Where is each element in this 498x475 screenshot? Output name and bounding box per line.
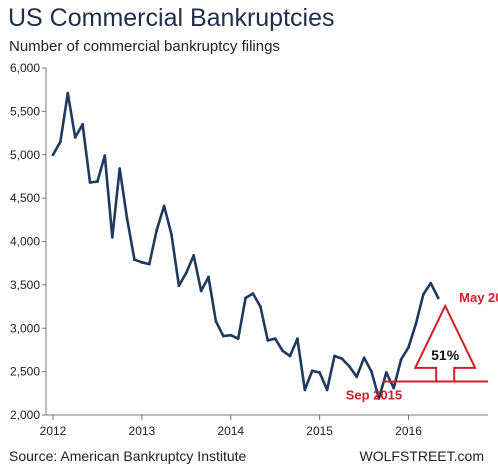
data-point — [303, 388, 307, 392]
data-point — [96, 180, 99, 184]
data-point — [296, 337, 299, 341]
chart-subtitle: Number of commercial bankruptcy filings — [9, 38, 280, 55]
y-tick-label: 2,500 — [10, 365, 40, 379]
brand-label: WOLFSTREET.com — [359, 448, 484, 464]
data-point — [51, 153, 55, 157]
x-tick-label: 2012 — [40, 424, 67, 438]
data-point — [258, 305, 262, 308]
data-point — [273, 337, 277, 341]
increase-arrow — [413, 303, 477, 383]
data-point — [59, 140, 62, 144]
source-note: Source: American Bankruptcy Institute — [9, 448, 247, 464]
data-point — [310, 369, 314, 373]
data-point — [325, 388, 329, 392]
data-point — [355, 375, 359, 379]
data-point — [288, 354, 292, 358]
data-point — [281, 349, 285, 353]
data-point — [66, 91, 70, 95]
data-point — [384, 371, 388, 374]
data-point — [429, 281, 433, 285]
low-label: Sep 2015 — [346, 388, 402, 403]
series-lines — [51, 91, 440, 400]
data-point — [377, 397, 381, 400]
data-point — [103, 154, 107, 158]
data-point — [229, 333, 233, 337]
x-tick-label: 2016 — [395, 424, 422, 438]
data-point — [162, 204, 166, 208]
data-point — [414, 322, 418, 326]
data-point — [251, 292, 255, 295]
data-point — [207, 275, 210, 279]
data-point — [177, 284, 181, 288]
data-point — [192, 253, 196, 257]
x-tick-label: 2014 — [217, 424, 244, 438]
y-tick-label: 4,000 — [10, 235, 40, 249]
data-point — [155, 228, 159, 232]
data-point — [436, 296, 440, 300]
y-tick-label: 3,500 — [10, 278, 40, 292]
y-axis-ticks: 2,000 2,500 3,000 3,500 4,000 4,500 5,000 5,500… — [10, 61, 46, 422]
data-point — [125, 217, 129, 221]
data-point — [244, 296, 247, 300]
y-tick-label: 5,000 — [10, 148, 40, 162]
data-point — [147, 262, 151, 266]
data-point — [88, 181, 92, 184]
data-point — [81, 122, 85, 126]
data-point — [73, 136, 77, 139]
data-point — [170, 233, 173, 236]
data-point — [133, 258, 136, 262]
change-label: 51% — [431, 347, 460, 363]
y-tick-label: 4,500 — [10, 191, 40, 205]
y-tick-label: 6,000 — [10, 61, 40, 75]
data-point — [140, 260, 144, 264]
data-point — [362, 356, 366, 360]
data-point — [333, 354, 336, 358]
chart-title: US Commercial Bankruptcies — [8, 4, 335, 32]
data-point — [118, 167, 122, 171]
data-point — [370, 370, 373, 374]
data-point — [184, 271, 188, 275]
data-point — [221, 334, 225, 338]
data-point — [214, 319, 218, 323]
x-axis-ticks: 2012 2013 2014 2015 2016 — [40, 415, 422, 438]
x-tick-label: 2013 — [129, 424, 156, 438]
data-point — [318, 371, 322, 374]
x-tick-label: 2015 — [306, 424, 333, 438]
chart-annotations: 51% May 2016 Sep 2015 — [346, 290, 498, 403]
data-point — [392, 386, 396, 390]
high-label: May 2016 — [459, 290, 498, 305]
series-line — [51, 91, 440, 400]
data-point — [407, 345, 410, 349]
data-point — [199, 289, 203, 293]
data-point — [110, 235, 114, 239]
data-point — [347, 365, 351, 368]
y-tick-label: 2,000 — [10, 408, 40, 422]
data-point — [399, 358, 403, 361]
data-point — [266, 338, 270, 342]
data-point — [340, 357, 344, 361]
y-tick-label: 5,500 — [10, 104, 40, 118]
y-tick-label: 3,000 — [10, 321, 40, 335]
data-point — [421, 293, 425, 296]
data-point — [236, 337, 240, 341]
